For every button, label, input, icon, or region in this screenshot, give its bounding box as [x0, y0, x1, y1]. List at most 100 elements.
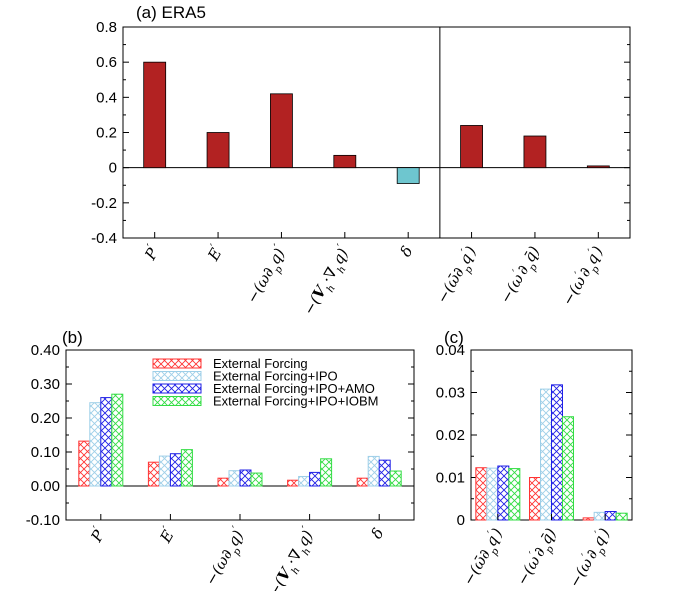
- panel-a-bar: [270, 93, 293, 169]
- panel-a: (a) ERA5 -0.4 -0.2 0 0.2 0.4 0.6 0.8 P′ E′ −(ω∂p…: [91, 3, 631, 320]
- panel-b-bar-series-3: [169, 453, 182, 487]
- panel-a-ytick-label: 0.6: [96, 54, 117, 71]
- panel-b-bar-series-4: [250, 472, 263, 487]
- panel-b-category-label: −(Vh·∇hq)′: [262, 523, 322, 591]
- panel-b-bar-series-3: [239, 469, 252, 487]
- panel-a-bar: [333, 154, 357, 169]
- panel-b-bar-series-2: [89, 402, 102, 487]
- panel-b-bar-series-2: [228, 470, 241, 487]
- panel-a-bar: [396, 167, 420, 184]
- panel-a-title: (a) ERA5: [136, 3, 206, 22]
- panel-c-category-label: −(ω̄∂pq′): [457, 524, 510, 591]
- panel-b-bar-series-1: [217, 477, 230, 487]
- panel-a-y-axis: -0.4 -0.2 0 0.2 0.4 0.6 0.8: [91, 19, 630, 247]
- panel-c-bar-series-4: [615, 512, 628, 521]
- legend-label-4: External Forcing+IPO+IOBM: [213, 394, 378, 409]
- panel-b-bar-series-4: [389, 470, 402, 487]
- panel-a-category-label: −(Vh·∇hq)′: [297, 241, 357, 320]
- panel-a-bar: [523, 135, 547, 169]
- panel-a-category-label: δ: [397, 243, 417, 260]
- panel-b-title: (b): [62, 328, 83, 347]
- panel-a-bar: [586, 165, 610, 169]
- panel-b-bars: [78, 393, 402, 520]
- panel-b-category-label: −(ω∂pq)′: [199, 523, 252, 590]
- panel-c: (c) 0 0.01 0.02 0.03 0.04 −(ω̄∂pq′)−(ω′∂pq̄)…: [436, 328, 633, 591]
- panel-b-ytick-label: 0.30: [31, 376, 60, 393]
- panel-b-ytick-label: 0.20: [31, 410, 60, 427]
- panel-a-ytick-label: 0.4: [96, 89, 117, 106]
- panel-a-frame: [122, 26, 631, 239]
- panel-a-category-label: −(ω′∂pq̄): [494, 242, 547, 309]
- panel-a-category-label: P′: [139, 241, 164, 263]
- panel-a-category-label: −(ω′∂pq′): [556, 242, 610, 311]
- panel-c-ytick-label: 0.02: [436, 427, 465, 444]
- panel-b-bar-series-2: [158, 455, 171, 487]
- panel-c-category-label: −(ω′∂pq′): [563, 524, 617, 591]
- panel-a-category-label: E′: [202, 241, 227, 264]
- panel-c-bar-series-4: [508, 468, 521, 521]
- panel-c-bar-series-2: [593, 511, 606, 521]
- panel-b-bar-series-2: [298, 475, 311, 487]
- panel-c-bar-series-2: [540, 388, 552, 521]
- panel-b-y-axis: -0.10 0.00 0.10 0.20 0.30 0.40: [26, 342, 414, 529]
- panel-b-ytick-label: -0.10: [26, 512, 60, 529]
- panel-a-ytick-label: -0.2: [91, 195, 117, 212]
- panel-c-category-label: −(ω′∂pq̄): [511, 524, 564, 591]
- legend-label-1: External Forcing: [213, 356, 308, 371]
- panel-a-bar: [143, 61, 167, 169]
- panel-c-y-axis: 0 0.01 0.02 0.03 0.04: [436, 342, 632, 529]
- panel-c-bar-series-3: [497, 465, 510, 521]
- panel-a-bars: [143, 27, 610, 238]
- panel-b-bar-series-4: [180, 449, 193, 487]
- panel-b-bar-series-2: [367, 455, 380, 487]
- panel-c-ytick-label: 0.04: [436, 342, 465, 359]
- legend-label-3: External Forcing+IPO+AMO: [213, 381, 375, 396]
- panel-c-bar-series-1: [529, 477, 541, 521]
- panel-b-category-label: P′: [85, 523, 110, 545]
- panel-b-bar-series-3: [378, 459, 391, 487]
- panel-a-category-labels: P′ E′ −(ω∂pq)′−(Vh·∇hq)′ δ −(ω̄∂pq′)−(ω′∂pq̄…: [139, 241, 610, 320]
- panel-b-ytick-label: 0.00: [31, 478, 60, 495]
- legend-label-2: External Forcing+IPO: [213, 369, 338, 384]
- panel-b-bar-series-3: [100, 397, 113, 487]
- legend-swatch-4: [152, 396, 202, 406]
- panel-c-bar-series-3: [551, 384, 563, 521]
- panel-b-category-label: δ: [368, 525, 388, 542]
- panel-b-bar-series-1: [147, 461, 160, 487]
- panel-b-bar-series-1: [287, 479, 300, 487]
- panel-a-ytick-label: -0.4: [91, 230, 117, 247]
- panel-c-bar-series-3: [604, 511, 617, 521]
- panel-a-bar: [460, 125, 483, 169]
- panel-b-ytick-label: 0.10: [31, 444, 60, 461]
- panel-c-bars: [475, 384, 628, 521]
- panel-a-ytick-label: 0.2: [96, 125, 117, 142]
- panel-a-category-label: −(ω∂pq)′: [241, 241, 294, 308]
- panel-c-bar-series-1: [475, 467, 488, 521]
- legend-swatch-3: [152, 383, 202, 394]
- panel-c-title: (c): [444, 328, 464, 347]
- panel-c-bar-series-1: [582, 517, 595, 521]
- panel-b-bar-series-1: [356, 477, 369, 487]
- panel-b-bar-series-1: [78, 440, 91, 487]
- panel-b-bar-series-4: [320, 458, 333, 487]
- panel-a-ytick-label: 0.8: [96, 19, 117, 36]
- panel-c-bar-series-2: [486, 467, 499, 521]
- panel-c-ytick-label: 0.03: [436, 385, 465, 402]
- panel-c-category-labels: −(ω̄∂pq′)−(ω′∂pq̄)−(ω′∂pq′): [457, 524, 617, 591]
- panel-b-ytick-label: 0.40: [31, 342, 60, 359]
- panel-c-ytick-label: 0.01: [436, 470, 465, 487]
- panel-b-bar-series-3: [309, 471, 322, 487]
- panel-c-ytick-label: 0: [457, 512, 465, 529]
- panel-c-bar-series-4: [562, 416, 574, 521]
- legend-swatch-1: [152, 358, 202, 369]
- legend-swatch-2: [152, 371, 202, 381]
- panel-b-bar-series-4: [111, 393, 124, 487]
- panel-b-category-label: E′: [154, 523, 179, 546]
- panel-b: (b) -0.10 0.00 0.10 0.20 0.30 0.40 P′ E′ −(ω∂pq…: [26, 328, 415, 591]
- panel-b-category-labels: P′ E′ −(ω∂pq)′−(Vh·∇hq)′ δ: [85, 523, 388, 591]
- panel-a-bar: [206, 132, 230, 169]
- panel-a-ytick-label: 0: [109, 160, 117, 177]
- panel-a-category-label: −(ω̄∂pq′): [431, 242, 484, 309]
